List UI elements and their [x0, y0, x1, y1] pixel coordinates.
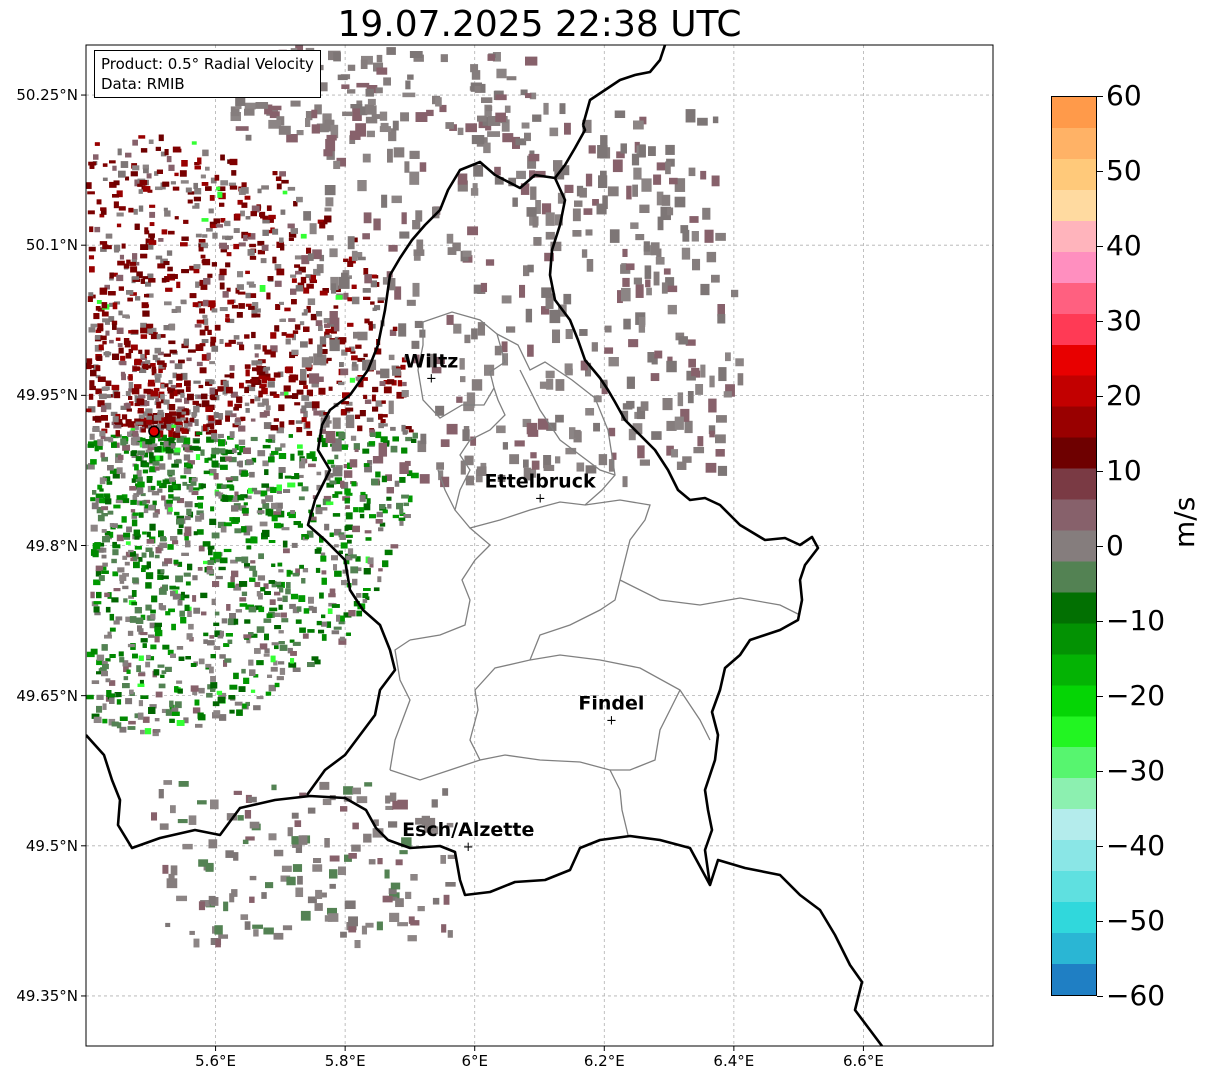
city-marker: +	[426, 371, 437, 386]
city-label: Ettelbruck	[485, 470, 596, 492]
longitude-tick-label: 6.2°E	[583, 1052, 625, 1070]
colorbar-tick-label: 40	[1106, 229, 1142, 262]
latitude-tick-label: 49.95°N	[16, 386, 78, 405]
colorbar-tick-mark	[1097, 546, 1103, 547]
colorbar-tick-label: −60	[1106, 979, 1166, 1012]
colorbar-tick-label: −40	[1106, 829, 1166, 862]
latitude-tick-label: 49.5°N	[25, 836, 78, 855]
colorbar-tick-label: −30	[1106, 754, 1166, 787]
axis-ticks	[81, 94, 864, 1051]
longitude-tick-label: 6.6°E	[843, 1052, 884, 1070]
country-borders	[86, 45, 884, 1046]
longitude-tick-label: 6°E	[461, 1052, 488, 1070]
latitude-tick-label: 49.35°N	[16, 986, 78, 1005]
colorbar-tick-mark	[1097, 246, 1103, 247]
city-label: Esch/Alzette	[402, 819, 534, 841]
colorbar-tick-mark	[1097, 996, 1103, 997]
latitude-tick-label: 49.8°N	[25, 536, 78, 555]
city-label: Wiltz	[404, 350, 458, 372]
longitude-tick-label: 5.6°E	[195, 1052, 236, 1070]
grid-lines	[86, 45, 993, 1046]
colorbar-tick-label: −10	[1106, 604, 1166, 637]
colorbar-tick-mark	[1097, 171, 1103, 172]
map-title: 19.07.2025 22:38 UTC	[337, 4, 742, 45]
data-source-label: Data: RMIB	[101, 75, 185, 93]
colorbar-tick-label: −50	[1106, 904, 1166, 937]
colorbar-tick-label: 30	[1106, 304, 1142, 337]
colorbar-tick-mark	[1097, 921, 1103, 922]
longitude-tick-label: 6.4°E	[713, 1052, 755, 1070]
colorbar-tick-mark	[1097, 396, 1103, 397]
colorbar-tick-mark	[1097, 696, 1103, 697]
colorbar-tick-label: 50	[1106, 154, 1142, 187]
latitude-tick-label: 50.25°N	[16, 86, 78, 105]
colorbar-tick-label: 60	[1106, 79, 1142, 112]
info-box: Product: 0.5° Radial Velocity Data: RMIB	[94, 50, 321, 98]
product-label: Product: 0.5° Radial Velocity	[101, 55, 314, 73]
city-marker: +	[535, 491, 546, 506]
colorbar-tick-mark	[1097, 471, 1103, 472]
colorbar-tick-mark	[1097, 96, 1103, 97]
latitude-tick-label: 49.65°N	[16, 686, 78, 705]
city-markers: +Wiltz+Ettelbruck+Findel+Esch/Alzette	[402, 350, 644, 854]
city-label: Findel	[578, 693, 644, 715]
colorbar-tick-mark	[1097, 621, 1103, 622]
colorbar-unit-label: m/s	[1168, 496, 1201, 548]
city-marker: +	[606, 714, 617, 729]
colorbar	[1051, 96, 1097, 996]
colorbar-tick-label: 10	[1106, 454, 1142, 487]
colorbar-tick-mark	[1097, 321, 1103, 322]
colorbar-tick-mark	[1097, 771, 1103, 772]
canton-boundaries	[389, 311, 801, 836]
colorbar-tick-mark	[1097, 846, 1103, 847]
colorbar-tick-label: 0	[1106, 529, 1124, 562]
longitude-tick-label: 5.8°E	[324, 1052, 366, 1070]
colorbar-tick-label: −20	[1106, 679, 1166, 712]
city-marker: +	[463, 840, 474, 855]
radar-site-marker[interactable]	[148, 425, 160, 438]
radar-echoes	[86, 45, 744, 949]
latitude-tick-label: 50.1°N	[25, 236, 78, 255]
colorbar-tick-label: 20	[1106, 379, 1142, 412]
